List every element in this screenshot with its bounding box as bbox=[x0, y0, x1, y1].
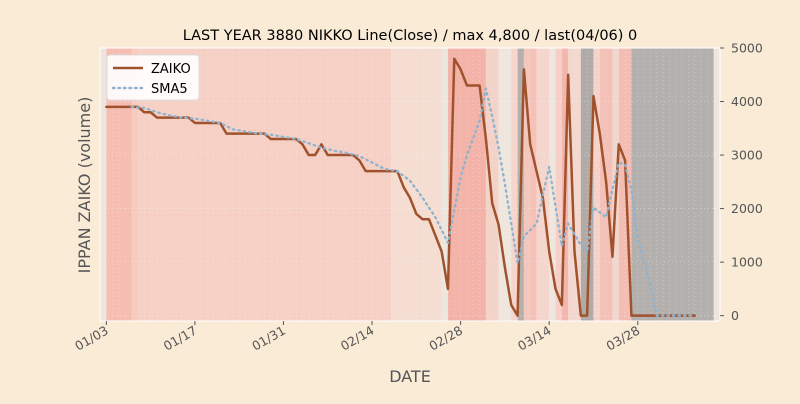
series-lines bbox=[105, 57, 696, 317]
y-axis-label: IPPAN ZAIKO (volume) bbox=[75, 97, 94, 274]
legend: ZAIKO SMA5 bbox=[106, 54, 200, 101]
background-band-19 bbox=[593, 48, 601, 321]
background-band-18 bbox=[580, 48, 594, 321]
plot-frame bbox=[99, 47, 721, 322]
y-tick-label: 0 bbox=[731, 308, 739, 323]
y-tick-label: 5000 bbox=[731, 41, 763, 56]
x-axis-label: DATE bbox=[389, 367, 431, 386]
y-tick-label: 4000 bbox=[731, 94, 763, 109]
background-band-5 bbox=[441, 48, 449, 321]
background-band-11 bbox=[523, 48, 531, 321]
background-band-15 bbox=[555, 48, 563, 321]
series-line-sma5 bbox=[130, 87, 696, 317]
background-band-9 bbox=[511, 48, 518, 321]
background-band-12 bbox=[530, 48, 537, 321]
y-tick-label: 2000 bbox=[731, 201, 763, 216]
legend-label-zaiko: ZAIKO bbox=[151, 62, 191, 77]
background-band-13 bbox=[536, 48, 550, 321]
background-band-4 bbox=[391, 48, 442, 321]
legend-label-sma5: SMA5 bbox=[151, 82, 188, 97]
background-band-2 bbox=[131, 48, 139, 321]
y-tick-label: 3000 bbox=[731, 148, 763, 163]
grid-lines bbox=[99, 47, 721, 321]
y-tick-label: 1000 bbox=[731, 255, 763, 270]
background-band-24 bbox=[713, 48, 721, 321]
background-band-14 bbox=[549, 48, 556, 321]
background-band-17 bbox=[568, 48, 582, 321]
background-band-7 bbox=[485, 48, 499, 321]
series-line-zaiko bbox=[105, 57, 696, 317]
chart-title: LAST YEAR 3880 NIKKO Line(Close) / max 4… bbox=[183, 28, 638, 44]
background-band-23 bbox=[631, 48, 714, 321]
y-axis: 0 1000 2000 3000 4000 5000 bbox=[720, 41, 763, 323]
background-band-0 bbox=[100, 48, 107, 321]
